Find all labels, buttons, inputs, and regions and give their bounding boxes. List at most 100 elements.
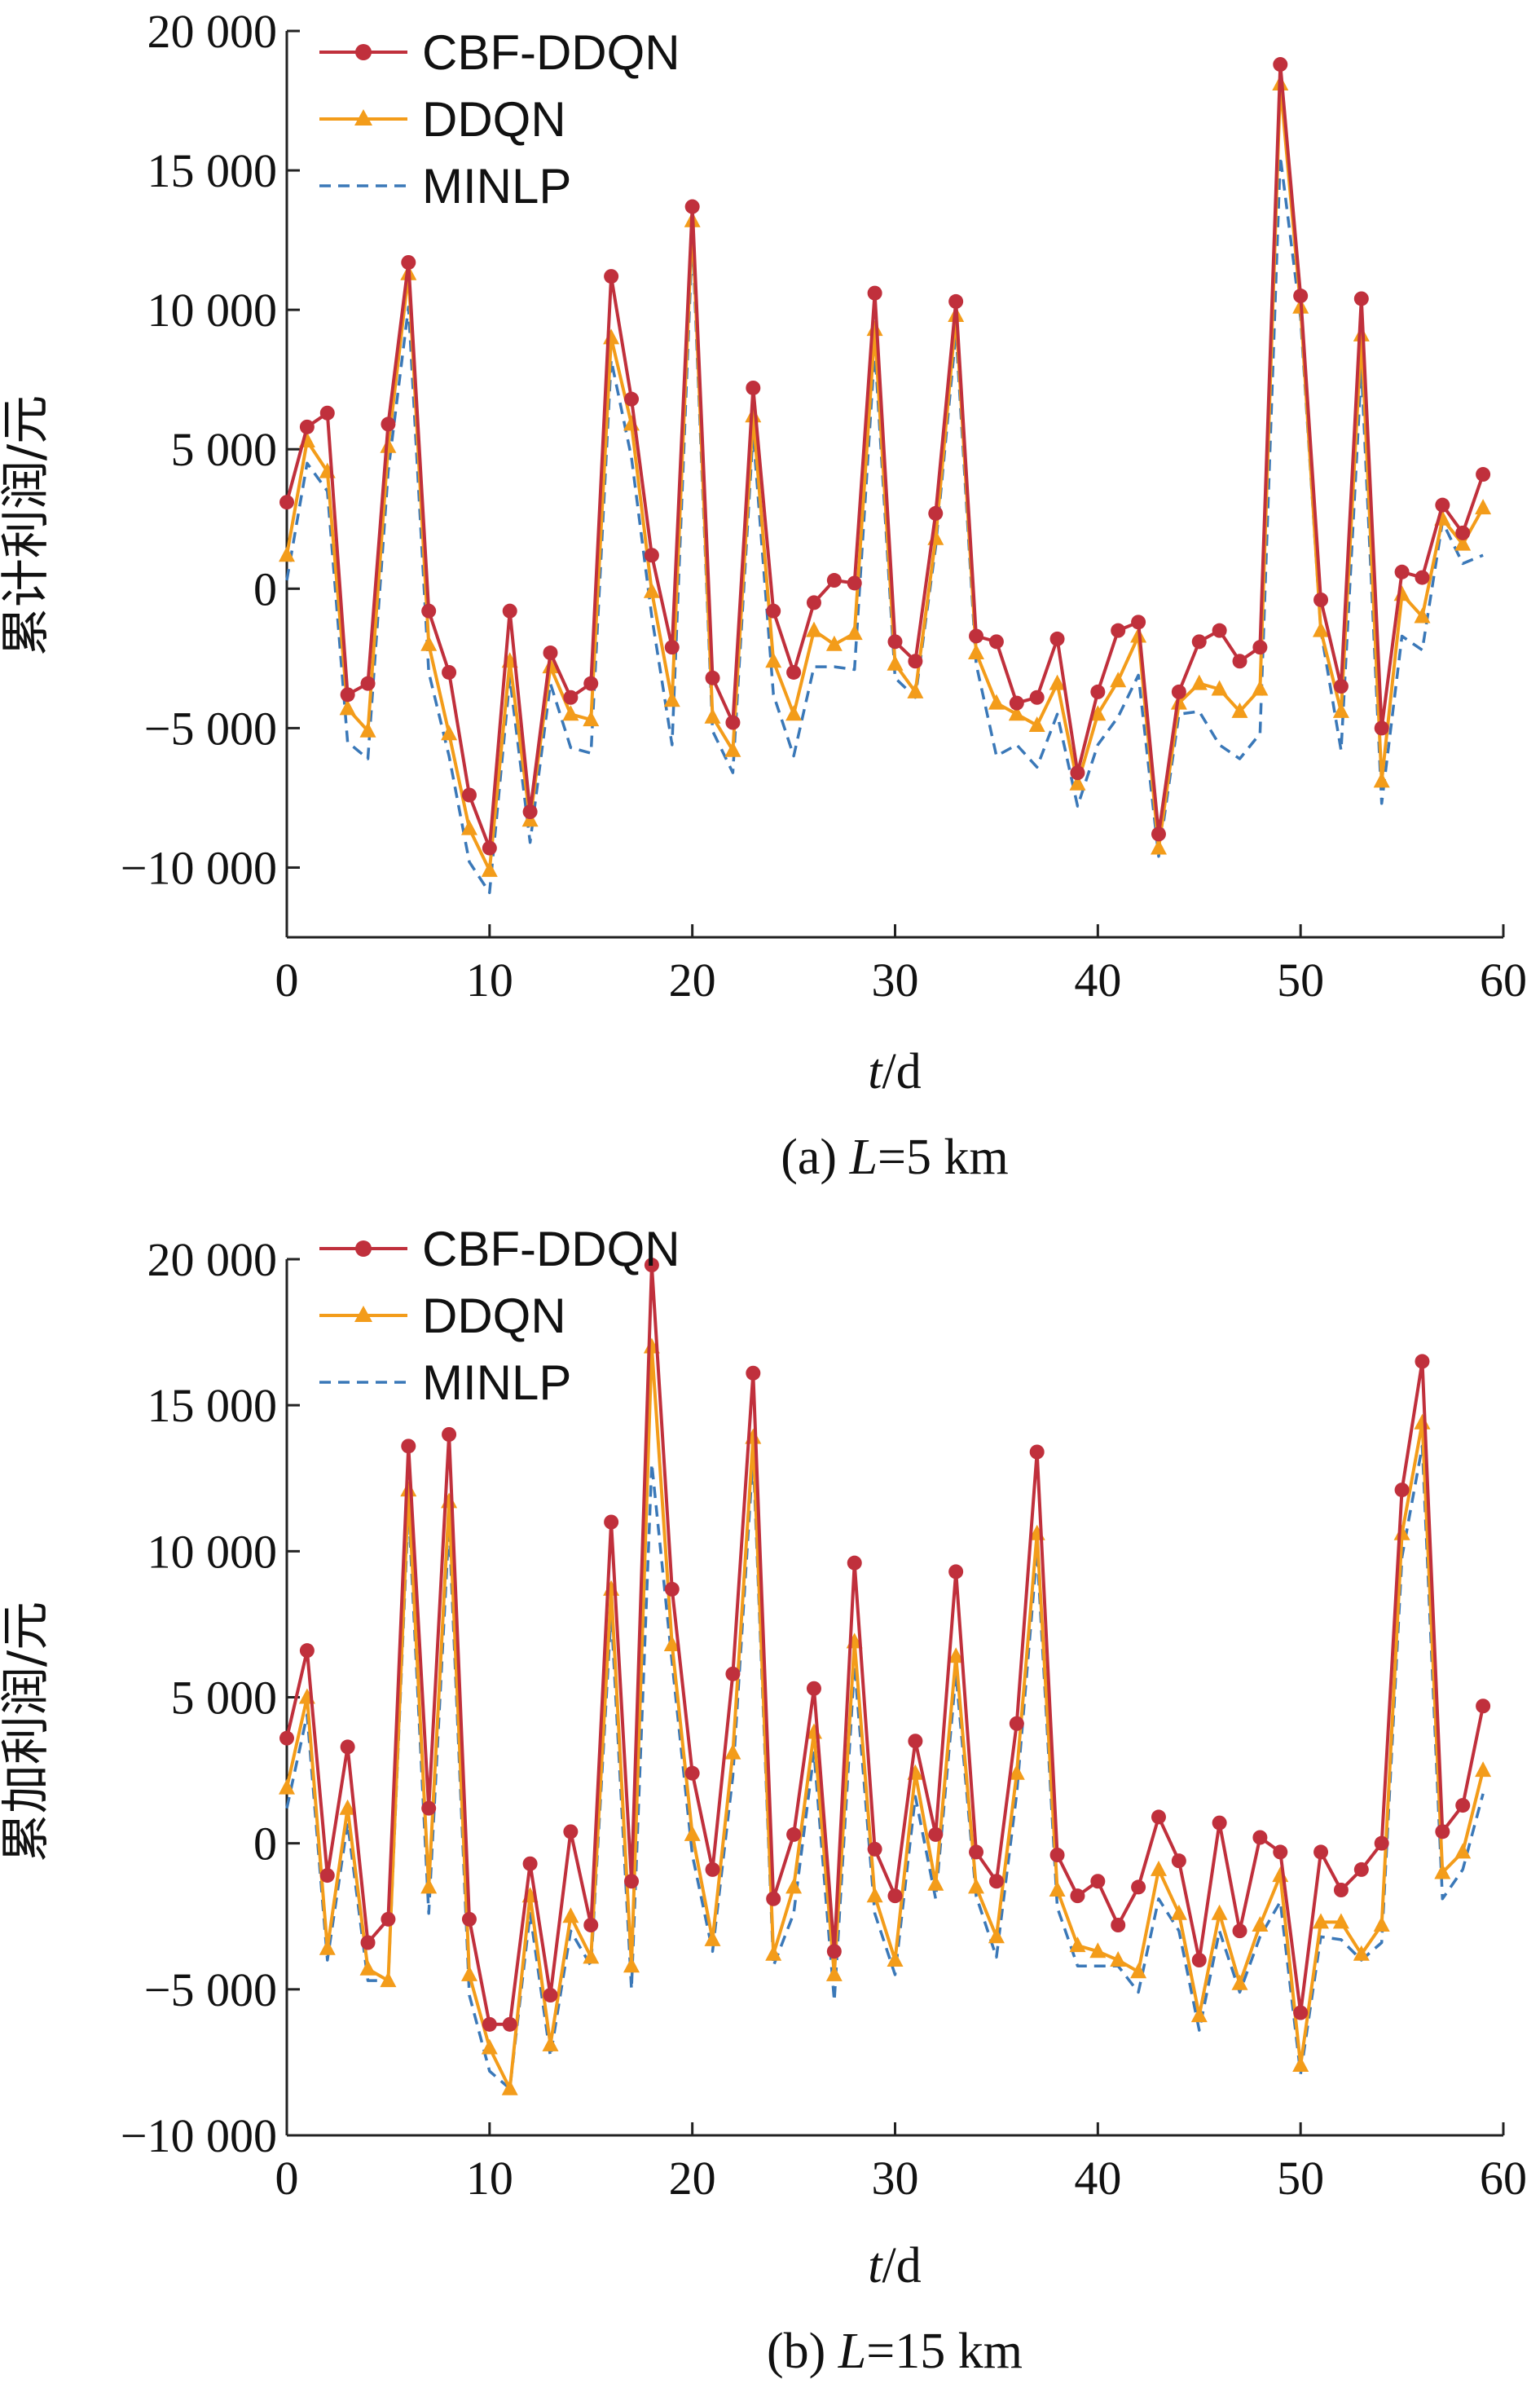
panel-b-cbf-point	[1455, 1798, 1471, 1813]
panel-b-cbf-point	[340, 1739, 355, 1755]
panel-b-ddqn-point	[1008, 1764, 1025, 1780]
panel-b-cbf-point	[766, 1891, 781, 1906]
panel-b-cbf-point	[988, 1874, 1004, 1889]
panel-b-cbf-point	[1151, 1809, 1166, 1825]
panel-a-xtick-label: 60	[1480, 954, 1527, 1007]
panel-a-ytick-label: 15 000	[147, 144, 278, 197]
panel-b-ytick-label: 5 000	[171, 1672, 278, 1725]
panel-a-ddqn-point	[1151, 839, 1167, 855]
panel-a-ddqn-point	[481, 861, 498, 877]
panel-a-cbf-point	[766, 603, 781, 619]
panel-a-cbf-point	[1171, 684, 1186, 699]
panel-a-cbf-point	[1435, 497, 1450, 513]
panel-a-caption-var: L	[849, 1130, 878, 1185]
panel-b-cbf-point	[1212, 1815, 1227, 1831]
panel-b-ddqn-point	[1089, 1942, 1107, 1958]
panel-b-ddqn-point	[562, 1907, 579, 1923]
panel-a-ddqn-point	[1353, 325, 1370, 341]
panel-b-cbf-point	[928, 1826, 944, 1842]
panel-b-ytick-label: 0	[253, 1817, 277, 1870]
panel-a-ddqn-point	[643, 582, 660, 598]
panel-a-xtick-label: 20	[669, 954, 716, 1007]
panel-b-cbf-line	[285, 1263, 1485, 2026]
panel-b-ddqn-point	[583, 1948, 600, 1964]
panel-b-cbf-point	[279, 1730, 294, 1746]
panel-b-ddqn-point	[724, 1743, 741, 1760]
panel-a-xtick-label: 40	[1074, 954, 1121, 1007]
panel-a-cbf-point	[1070, 765, 1085, 781]
panel-b-cbf-point	[705, 1861, 720, 1877]
panel-b-ddqn-point	[441, 1492, 458, 1509]
panel-a-ddqn-point	[1049, 674, 1066, 690]
panel-a-cbf-point	[543, 645, 558, 661]
panel-a-xtick-label: 50	[1277, 954, 1324, 1007]
panel-b-xtick-label: 40	[1074, 2152, 1121, 2205]
panel-a-ytick-label: 20 000	[147, 5, 278, 58]
panel-b-ddqn-point	[1373, 1916, 1390, 1932]
panel-b-cbf-point	[948, 1564, 964, 1580]
panel-a-ddqn-point	[806, 621, 822, 637]
panel-b-ddqn-point	[420, 1878, 438, 1894]
panel-b-cbf-point	[1476, 1698, 1491, 1714]
panel-a-xlabel: t/d	[868, 1044, 921, 1099]
panel-a-ddqn-point	[866, 320, 883, 337]
panel-a-caption-value: =5 km	[878, 1130, 1009, 1185]
panel-b-ddqn-point	[339, 1799, 356, 1815]
panel-a-ddqn-point	[1313, 621, 1329, 637]
panel-b-ddqn-point	[1313, 1913, 1329, 1929]
panel-b-ddqn-point	[684, 1825, 701, 1841]
panel-b-ddqn-point	[704, 1930, 721, 1946]
panel-a-ddqn-point	[359, 721, 376, 738]
panel-b-ddqn-point	[319, 1939, 336, 1955]
panel-a-cbf-point	[1151, 826, 1166, 842]
panel-b-cbf-point	[1333, 1883, 1349, 1897]
panel-b-legend-minlp-label: MINLP	[422, 1355, 571, 1410]
panel-b-ddqn-line	[285, 1345, 1485, 2091]
panel-a-cbf-point	[786, 664, 802, 680]
panel-b-ddqn-point	[927, 1875, 944, 1891]
panel-b-xlabel: t/d	[868, 2238, 921, 2293]
panel-a: 20 000 15 000 10 000 5 000 0 −5 000 −10 000 0 10…	[0, 5, 1527, 1185]
panel-b-cbf-point	[360, 1935, 376, 1950]
panel-b-ytick-label: 20 000	[147, 1233, 278, 1286]
panel-b-cbf-point	[1313, 1844, 1329, 1860]
panel-b-ddqn-point	[1332, 1913, 1349, 1929]
panel-a-caption-prefix: (a)	[781, 1130, 849, 1185]
panel-a-ytick-label: −5 000	[144, 702, 277, 755]
panel-b-ddqn-point	[1049, 1881, 1066, 1897]
panel-a-cbf-point	[664, 640, 680, 655]
panel-a-ddqn-point	[1028, 716, 1045, 732]
panel-b-cbf-point	[583, 1918, 599, 1932]
panel-b-cbf-point	[1090, 1874, 1106, 1889]
panel-a-cbf-point	[563, 690, 579, 705]
panel-b-legend-cbf-label: CBF-DDQN	[422, 1222, 680, 1276]
panel-a-ddqn-point	[907, 682, 924, 698]
panel-b-cbf-point	[1252, 1830, 1268, 1845]
panel-b-ddqn-point	[887, 1951, 904, 1967]
panel-a-cbf-point	[1353, 291, 1369, 306]
panel-a-ddqn-point	[825, 635, 843, 651]
panel-a-cbf-point	[806, 595, 821, 610]
panel-a-ddqn-point	[785, 705, 803, 721]
panel-b-ddqn-point	[1170, 1904, 1187, 1920]
panel-b-xtick-label: 10	[466, 2152, 513, 2205]
panel-b-ddqn-point	[501, 2079, 518, 2095]
panel-a-ytick-label: −10 000	[121, 841, 277, 894]
panel-a-ddqn-point	[1373, 772, 1390, 788]
panel-a-ddqn-point	[1211, 680, 1228, 696]
panel-b-ddqn-point	[623, 1957, 640, 1973]
panel-b-ddqn-point	[1211, 1904, 1228, 1920]
panel-b-cbf-point	[299, 1643, 315, 1659]
panel-b-ddqn-point	[825, 1965, 843, 1981]
panel-b-cbf-point	[1009, 1716, 1024, 1731]
panel-a-xlabel-unit: /d	[882, 1044, 922, 1099]
panel-b-caption-value: =15 km	[866, 2324, 1023, 2379]
panel-a-ddqn-point	[1231, 702, 1248, 718]
panel-b-xtick-label: 20	[669, 2152, 716, 2205]
panel-a-cbf-point	[1090, 684, 1106, 699]
panel-a-ddqn-point	[1475, 499, 1492, 515]
panel-a-cbf-point	[867, 285, 882, 301]
panel-a-cbf-point	[1029, 690, 1045, 705]
